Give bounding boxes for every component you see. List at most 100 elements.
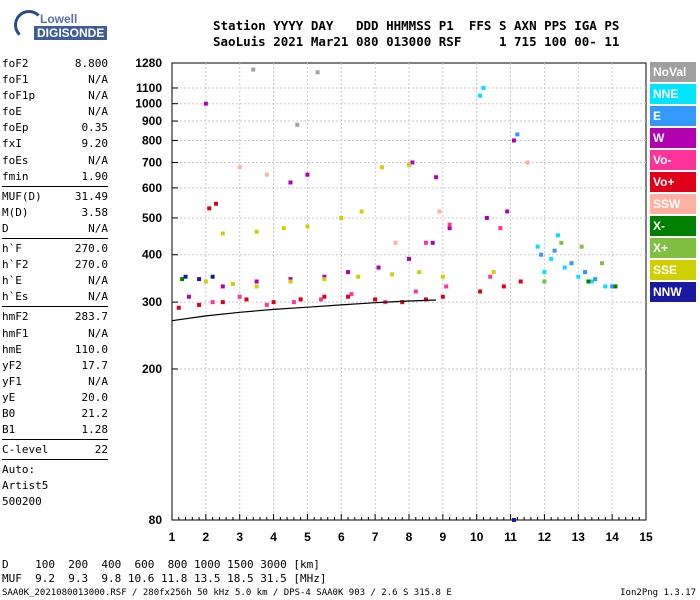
divider bbox=[2, 238, 108, 240]
muf-table: D 100 200 400 600 800 1000 1500 3000 [km… bbox=[2, 558, 327, 586]
echo-point bbox=[423, 297, 428, 302]
echo-point bbox=[569, 261, 574, 266]
echo-point bbox=[295, 122, 300, 127]
param-row: D N/A bbox=[2, 221, 108, 237]
param-name: hmF2 bbox=[2, 310, 29, 324]
echo-point bbox=[390, 272, 395, 277]
param-name: foEp bbox=[2, 121, 29, 135]
param-value: 31.49 bbox=[74, 189, 108, 203]
x-tick-label: 14 bbox=[605, 530, 619, 544]
echo-point bbox=[322, 294, 327, 299]
echo-point bbox=[579, 244, 584, 249]
file-info: SAA0K_2021080013000.RSF / 280fx256h 50 k… bbox=[2, 588, 452, 598]
legend-item: NoVal bbox=[650, 62, 696, 82]
echo-point bbox=[539, 252, 544, 257]
echo-point bbox=[393, 240, 398, 245]
param-row: C-level 22 bbox=[2, 442, 108, 458]
params-group1: foF2 8.800 foF1 N/A foF1p N/A foE N/A foEp 0.35 fx… bbox=[2, 56, 108, 185]
distance-row: D 100 200 400 600 800 1000 1500 3000 [km… bbox=[2, 558, 320, 571]
param-name: MUF(D) bbox=[2, 189, 42, 203]
x-tick-label: 15 bbox=[639, 530, 653, 544]
echo-point bbox=[505, 209, 510, 214]
echo-point bbox=[373, 297, 378, 302]
param-value: 22 bbox=[94, 443, 108, 457]
echo-point bbox=[254, 284, 259, 289]
param-value: 20.0 bbox=[81, 390, 109, 404]
echo-point bbox=[478, 93, 483, 98]
echo-point bbox=[491, 270, 496, 275]
echo-point bbox=[559, 240, 564, 245]
echo-point bbox=[498, 226, 503, 231]
x-tick-label: 2 bbox=[203, 530, 210, 544]
echo-point bbox=[407, 256, 411, 261]
legend-item: SSW bbox=[650, 194, 696, 214]
param-value: 17.7 bbox=[81, 358, 109, 372]
echo-point bbox=[586, 279, 591, 284]
param-row: B1 1.28 bbox=[2, 422, 108, 438]
param-value: 9.20 bbox=[81, 137, 109, 151]
x-tick-label: 3 bbox=[236, 530, 243, 544]
echo-point bbox=[555, 233, 560, 238]
param-value: 21.2 bbox=[81, 406, 109, 420]
auto-artist: Artist5 bbox=[2, 479, 49, 493]
echo-point bbox=[440, 294, 445, 299]
param-value: 283.7 bbox=[74, 310, 108, 324]
echo-point bbox=[197, 277, 202, 282]
param-value: 270.0 bbox=[74, 242, 108, 256]
echo-point bbox=[203, 101, 208, 106]
echo-point bbox=[315, 70, 320, 75]
param-row: B0 21.2 bbox=[2, 406, 108, 422]
echo-point bbox=[244, 297, 249, 302]
digisonde-logo: Lowell DIGISONDE bbox=[8, 6, 108, 50]
y-tick-label: 500 bbox=[142, 211, 162, 225]
param-row: yF2 17.7 bbox=[2, 358, 108, 374]
echo-point bbox=[430, 240, 435, 245]
echo-point bbox=[298, 297, 303, 302]
y-tick-label: 1000 bbox=[135, 97, 162, 111]
param-value: N/A bbox=[88, 105, 108, 119]
echo-point bbox=[562, 265, 567, 270]
echo-point bbox=[346, 270, 351, 275]
param-row: foF1p N/A bbox=[2, 88, 108, 104]
param-value: 3.58 bbox=[81, 205, 109, 219]
divider bbox=[2, 439, 108, 441]
echo-point bbox=[576, 274, 581, 279]
param-row: hmF1 N/A bbox=[2, 326, 108, 342]
param-row: hmE 110.0 bbox=[2, 342, 108, 358]
echo-point bbox=[322, 277, 327, 282]
x-tick-label: 7 bbox=[372, 530, 379, 544]
echo-point bbox=[525, 160, 530, 165]
software-version: Ion2Png 1.3.17 bbox=[620, 588, 696, 598]
scaled-parameters-panel: foF2 8.800 foF1 N/A foF1p N/A foE N/A foEp 0.35 fx… bbox=[2, 56, 108, 510]
echo-point bbox=[440, 274, 445, 279]
echo-point bbox=[291, 300, 296, 305]
param-name: yF2 bbox=[2, 358, 22, 372]
x-tick-label: 11 bbox=[504, 530, 517, 544]
echo-point bbox=[593, 277, 598, 282]
param-row: fxI 9.20 bbox=[2, 136, 108, 152]
echo-point bbox=[197, 302, 202, 307]
echo-point bbox=[271, 300, 276, 305]
param-value: N/A bbox=[88, 326, 108, 340]
echo-point bbox=[220, 284, 225, 289]
echo-point bbox=[356, 274, 361, 279]
param-row: MUF(D) 31.49 bbox=[2, 189, 108, 205]
echo-point bbox=[254, 279, 259, 284]
echo-point bbox=[583, 270, 588, 275]
echo-point bbox=[400, 300, 405, 305]
echo-point bbox=[603, 284, 608, 289]
param-value: N/A bbox=[88, 89, 108, 103]
echo-point bbox=[322, 274, 327, 279]
echo-point bbox=[484, 215, 489, 220]
echo-point bbox=[413, 289, 418, 294]
echo-point bbox=[288, 279, 293, 284]
param-name: h`F2 bbox=[2, 258, 29, 272]
echo-point bbox=[251, 67, 256, 72]
x-tick-label: 5 bbox=[304, 530, 311, 544]
echo-point bbox=[376, 265, 381, 270]
param-value: N/A bbox=[88, 221, 108, 235]
param-name: fxI bbox=[2, 137, 22, 151]
param-value: N/A bbox=[88, 153, 108, 167]
param-value: 270.0 bbox=[74, 258, 108, 272]
param-row: hmF2 283.7 bbox=[2, 309, 108, 325]
